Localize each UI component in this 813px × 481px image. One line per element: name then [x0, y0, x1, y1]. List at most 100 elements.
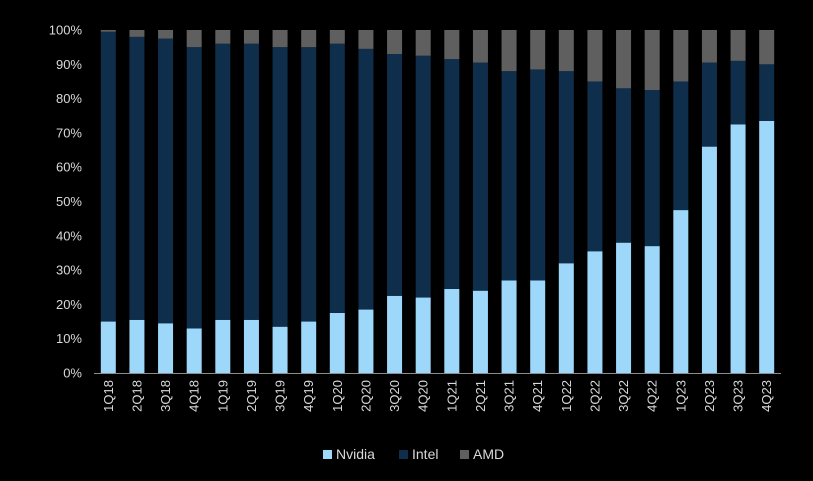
bar-amd-2q19 — [243, 30, 259, 44]
bar-amd-4q21 — [530, 30, 546, 70]
bar-amd-1q23 — [673, 30, 689, 82]
bar-nvidia-2q21 — [472, 290, 488, 373]
y-tick-label: 20% — [56, 297, 82, 312]
x-tick-label: 3Q18 — [158, 380, 173, 412]
bar-amd-2q22 — [587, 30, 603, 82]
y-tick-label: 40% — [56, 228, 82, 243]
bar-nvidia-1q22 — [558, 263, 574, 373]
bar-intel-2q19 — [243, 43, 259, 320]
bar-intel-1q22 — [558, 71, 574, 264]
bar-intel-1q23 — [673, 81, 689, 211]
bar-intel-3q21 — [501, 71, 517, 281]
x-tick-label: 3Q19 — [273, 380, 288, 412]
bar-nvidia-1q18 — [100, 321, 116, 373]
x-tick-label: 1Q18 — [101, 380, 116, 412]
bar-intel-3q22 — [616, 88, 632, 243]
bar-intel-1q20 — [329, 43, 345, 313]
bar-nvidia-4q19 — [301, 321, 317, 373]
bar-amd-3q20 — [387, 30, 403, 55]
bar-nvidia-3q20 — [387, 295, 403, 373]
bar-amd-3q23 — [730, 30, 746, 61]
bar-intel-1q19 — [215, 43, 231, 320]
bar-intel-3q20 — [387, 54, 403, 296]
x-tick-label: 1Q23 — [673, 380, 688, 412]
bar-intel-2q21 — [472, 62, 488, 291]
legend-swatch-amd — [460, 450, 469, 459]
bar-intel-4q21 — [530, 69, 546, 281]
bar-nvidia-2q23 — [701, 146, 717, 373]
bar-amd-4q23 — [759, 30, 775, 65]
x-tick-label: 1Q22 — [559, 380, 574, 412]
bar-intel-4q23 — [759, 64, 775, 121]
y-tick-label: 90% — [56, 57, 82, 72]
y-tick-label: 100% — [49, 23, 83, 38]
bar-nvidia-2q18 — [129, 319, 145, 373]
x-tick-label: 2Q21 — [473, 380, 488, 412]
bar-amd-1q18 — [100, 30, 116, 32]
x-tick-label: 4Q20 — [416, 380, 431, 412]
bar-amd-4q19 — [301, 30, 317, 48]
x-tick-label: 1Q20 — [330, 380, 345, 412]
bar-nvidia-2q19 — [243, 319, 259, 373]
bar-intel-2q18 — [129, 36, 145, 320]
bar-nvidia-1q21 — [444, 288, 460, 373]
bar-nvidia-1q19 — [215, 319, 231, 373]
x-tick-label: 3Q21 — [502, 380, 517, 412]
bar-amd-4q18 — [186, 30, 202, 48]
x-tick-label: 3Q20 — [387, 380, 402, 412]
legend-label-nvidia: Nvidia — [336, 446, 375, 462]
bar-nvidia-2q20 — [358, 309, 374, 373]
bar-intel-1q21 — [444, 59, 460, 289]
bar-nvidia-4q22 — [644, 246, 660, 373]
x-tick-label: 2Q22 — [587, 380, 602, 412]
bar-nvidia-4q23 — [759, 120, 775, 374]
y-tick-label: 70% — [56, 125, 82, 140]
x-tick-label: 4Q22 — [645, 380, 660, 412]
bar-amd-2q20 — [358, 30, 374, 49]
y-tick-label: 80% — [56, 91, 82, 106]
x-tick-label: 4Q23 — [759, 380, 774, 412]
x-tick-label: 4Q19 — [301, 380, 316, 412]
bar-nvidia-3q18 — [158, 323, 174, 373]
bar-nvidia-3q22 — [616, 242, 632, 373]
legend-swatch-nvidia — [323, 450, 332, 459]
bar-intel-4q22 — [644, 90, 660, 247]
bar-intel-4q19 — [301, 47, 317, 322]
bar-nvidia-1q23 — [673, 210, 689, 373]
bar-nvidia-3q19 — [272, 326, 288, 373]
bar-amd-2q23 — [701, 30, 717, 63]
x-tick-label: 4Q18 — [187, 380, 202, 412]
bar-amd-1q22 — [558, 30, 574, 72]
bar-amd-1q21 — [444, 30, 460, 60]
x-axis: 1Q18 2Q18 3Q18 4Q18 1Q19 2Q19 3Q19 4Q19 1Q20 2Q20… — [94, 373, 781, 412]
x-tick-label: 3Q22 — [616, 380, 631, 412]
bar-nvidia-4q21 — [530, 280, 546, 373]
bar-amd-3q19 — [272, 30, 288, 48]
y-tick-label: 0% — [63, 366, 82, 381]
x-tick-label: 2Q18 — [129, 380, 144, 412]
bar-nvidia-1q20 — [329, 312, 345, 373]
bar-nvidia-3q23 — [730, 124, 746, 373]
y-tick-label: 30% — [56, 263, 82, 278]
bar-amd-4q20 — [415, 30, 431, 56]
x-tick-label: 1Q19 — [215, 380, 230, 412]
bar-nvidia-4q18 — [186, 328, 202, 373]
bar-amd-1q19 — [215, 30, 231, 44]
bar-intel-2q23 — [701, 62, 717, 147]
bar-intel-3q18 — [158, 38, 174, 324]
bar-intel-2q22 — [587, 81, 603, 252]
bar-nvidia-4q20 — [415, 297, 431, 373]
bar-intel-3q23 — [730, 60, 746, 125]
x-tick-label: 2Q23 — [702, 380, 717, 412]
bar-amd-4q22 — [644, 30, 660, 91]
y-tick-label: 60% — [56, 160, 82, 175]
bar-amd-2q21 — [472, 30, 488, 63]
bar-nvidia-2q22 — [587, 251, 603, 373]
bar-intel-4q18 — [186, 47, 202, 329]
y-axis: 0% 10% 20% 30% 40% 50% 60% 70% 80% 90% 100% — [49, 23, 83, 381]
x-tick-label: 1Q21 — [444, 380, 459, 412]
x-tick-label: 3Q23 — [731, 380, 746, 412]
bar-intel-2q20 — [358, 48, 374, 310]
